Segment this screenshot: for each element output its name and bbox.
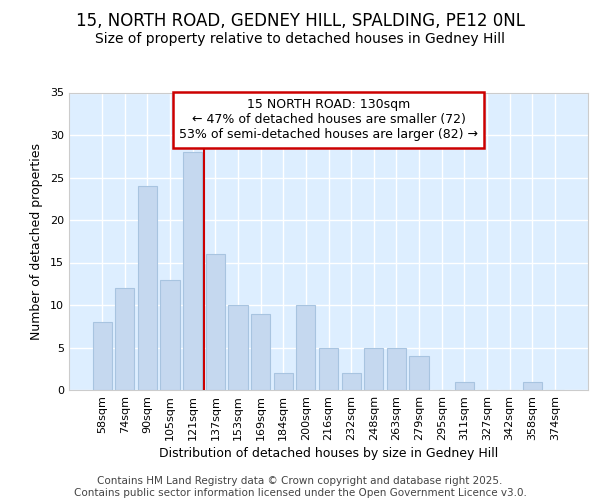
Bar: [160, 280, 180, 390]
Bar: [319, 348, 338, 390]
Bar: [206, 254, 225, 390]
Text: Contains HM Land Registry data © Crown copyright and database right 2025.
Contai: Contains HM Land Registry data © Crown c…: [74, 476, 526, 498]
Bar: [409, 356, 428, 390]
Bar: [229, 305, 248, 390]
Bar: [251, 314, 270, 390]
Bar: [138, 186, 157, 390]
Bar: [364, 348, 383, 390]
Text: Size of property relative to detached houses in Gedney Hill: Size of property relative to detached ho…: [95, 32, 505, 46]
Text: 15, NORTH ROAD, GEDNEY HILL, SPALDING, PE12 0NL: 15, NORTH ROAD, GEDNEY HILL, SPALDING, P…: [76, 12, 524, 30]
Y-axis label: Number of detached properties: Number of detached properties: [30, 143, 43, 340]
Bar: [274, 373, 293, 390]
Bar: [183, 152, 202, 390]
X-axis label: Distribution of detached houses by size in Gedney Hill: Distribution of detached houses by size …: [159, 447, 498, 460]
Bar: [455, 382, 474, 390]
Bar: [296, 305, 316, 390]
Text: 15 NORTH ROAD: 130sqm
← 47% of detached houses are smaller (72)
53% of semi-deta: 15 NORTH ROAD: 130sqm ← 47% of detached …: [179, 98, 478, 142]
Bar: [341, 373, 361, 390]
Bar: [387, 348, 406, 390]
Bar: [115, 288, 134, 390]
Bar: [523, 382, 542, 390]
Bar: [92, 322, 112, 390]
